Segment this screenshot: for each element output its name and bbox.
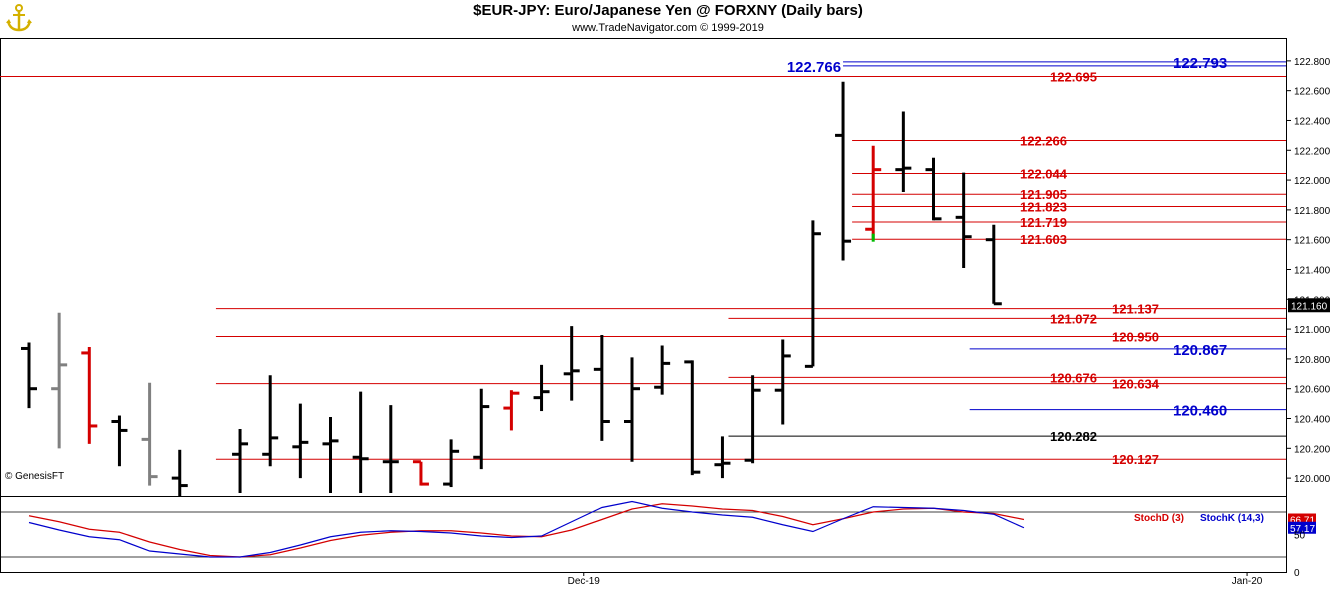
chart-header: $EUR-JPY: Euro/Japanese Yen @ FORXNY (Da… <box>0 0 1336 38</box>
anchor-logo-icon <box>4 3 34 33</box>
x-axis: Dec-19 Jan-20 <box>568 572 1263 587</box>
levels-layer: 122.793 122.766 122.695 122.266 122.044 121.9… <box>0 55 1286 467</box>
y-tick-label-13: 120.200 <box>1294 444 1331 455</box>
level-label-5: 121.905 <box>1020 187 1067 202</box>
main-panel-frame <box>0 38 1287 497</box>
y-tick-label-7: 121.400 <box>1294 265 1331 276</box>
y-tick-label-2: 122.400 <box>1294 116 1331 127</box>
y-tick-label-4: 122.000 <box>1294 176 1331 187</box>
last-price-label: 121.160 <box>1291 301 1328 312</box>
chart-subtitle: www.TradeNavigator.com © 1999-2019 <box>572 22 764 34</box>
y-tick-label-9: 121.000 <box>1294 325 1331 336</box>
legend-stochk: StochK (14,3) <box>1200 513 1264 524</box>
stoch-last-label-0: 66.71 <box>1290 516 1315 527</box>
level-label-4: 122.044 <box>1020 167 1068 182</box>
level-label-14: 120.634 <box>1112 377 1160 392</box>
y-tick-label-1: 122.600 <box>1294 87 1331 98</box>
stoch-last-box-1 <box>1288 521 1316 534</box>
stoch-panel-frame <box>0 496 1287 573</box>
bars-layer <box>21 81 1002 496</box>
x-label-1: Jan-20 <box>1232 576 1263 587</box>
last-price-box <box>1288 298 1330 313</box>
level-label-11: 120.950 <box>1112 330 1159 345</box>
y-tick-label-14: 120.000 <box>1294 474 1331 485</box>
y-tick-label-6: 121.600 <box>1294 236 1331 247</box>
chart-title: $EUR-JPY: Euro/Japanese Yen @ FORXNY (Da… <box>473 2 863 19</box>
level-label-6: 121.823 <box>1020 199 1067 214</box>
level-label-12: 120.867 <box>1173 342 1227 359</box>
y-tick-label-3: 122.200 <box>1294 146 1331 157</box>
stoch-y-label-0: 50 <box>1294 531 1306 542</box>
stoch-last-label-1: 57.17 <box>1290 524 1315 535</box>
y-tick-label-11: 120.600 <box>1294 385 1331 396</box>
level-label-1: 122.766 <box>787 59 841 76</box>
level-label-7: 121.719 <box>1020 215 1067 230</box>
level-label-3: 122.266 <box>1020 133 1067 148</box>
watermark: © GenesisFT <box>5 471 64 482</box>
y-tick-label-5: 121.800 <box>1294 206 1331 217</box>
y-tick-label-0: 122.800 <box>1294 57 1331 68</box>
level-label-10: 121.072 <box>1050 311 1097 326</box>
stoch-y-label-1: 0 <box>1294 568 1300 579</box>
level-label-0: 122.793 <box>1173 55 1227 72</box>
stoch-series-1 <box>28 500 1025 558</box>
y-tick-label-12: 120.400 <box>1294 415 1331 426</box>
level-label-13: 120.676 <box>1050 370 1097 385</box>
y-axis: 122.800 122.600 122.400 122.200 122.000 121.8… <box>1286 57 1331 485</box>
legend-stochd: StochD (3) <box>1134 513 1184 524</box>
level-label-9: 121.137 <box>1112 302 1159 317</box>
y-tick-label-10: 120.800 <box>1294 355 1331 366</box>
x-label-0: Dec-19 <box>568 576 601 587</box>
level-label-2: 122.695 <box>1050 70 1097 85</box>
level-label-17: 120.127 <box>1112 452 1159 467</box>
level-label-15: 120.460 <box>1173 403 1227 420</box>
level-label-8: 121.603 <box>1020 232 1067 247</box>
level-label-16: 120.282 <box>1050 429 1097 444</box>
